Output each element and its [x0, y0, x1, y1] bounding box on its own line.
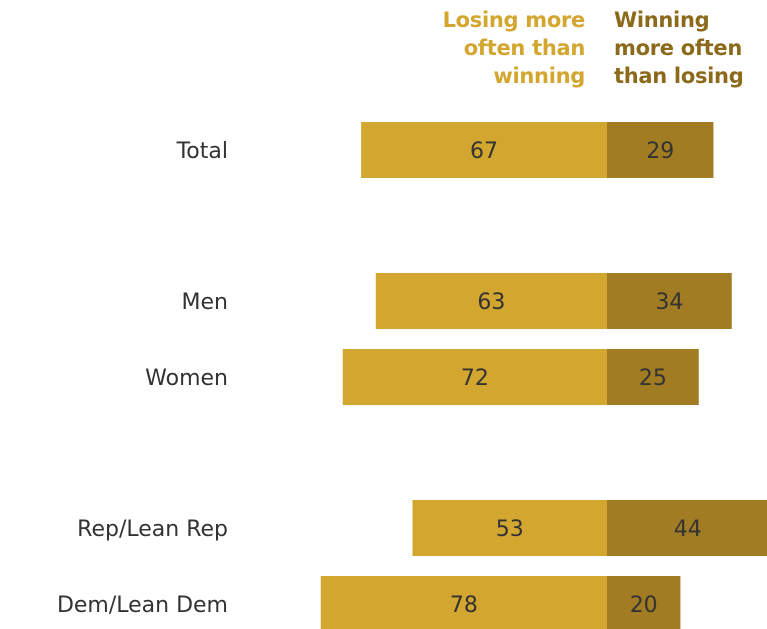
- data-label-losing-rep-lean-rep: 53: [496, 517, 524, 542]
- data-label-winning-rep-lean-rep: 44: [674, 517, 702, 542]
- data-label-losing-total: 67: [470, 139, 498, 164]
- legend-winning: Winning more often than losing: [614, 8, 744, 88]
- bar-losing-rep-lean-rep: [412, 500, 607, 556]
- bar-losing-dem-lean-dem: [320, 576, 607, 629]
- bar-winning-women: [607, 349, 699, 405]
- data-label-winning-total: 29: [646, 139, 674, 164]
- category-label-dem-lean-dem: Dem/Lean Dem: [57, 593, 228, 618]
- bar-losing-women: [342, 349, 607, 405]
- bar-winning-total: [607, 122, 714, 178]
- category-label-women: Women: [145, 366, 228, 391]
- category-label-rep-lean-rep: Rep/Lean Rep: [77, 517, 228, 542]
- bar-winning-dem-lean-dem: [607, 576, 681, 629]
- bar-winning-men: [607, 273, 732, 329]
- data-label-losing-men: 63: [477, 290, 505, 315]
- bar-winning-rep-lean-rep: [607, 500, 767, 556]
- data-label-winning-dem-lean-dem: 20: [630, 593, 658, 618]
- data-label-winning-women: 25: [639, 366, 667, 391]
- bar-losing-men: [375, 273, 607, 329]
- category-label-men: Men: [182, 290, 228, 315]
- data-label-losing-dem-lean-dem: 78: [450, 593, 478, 618]
- category-label-total: Total: [176, 139, 228, 164]
- legend-losing: Losing more often than winning: [442, 8, 586, 88]
- bar-losing-total: [361, 122, 607, 178]
- data-label-losing-women: 72: [461, 366, 489, 391]
- data-label-winning-men: 34: [655, 290, 683, 315]
